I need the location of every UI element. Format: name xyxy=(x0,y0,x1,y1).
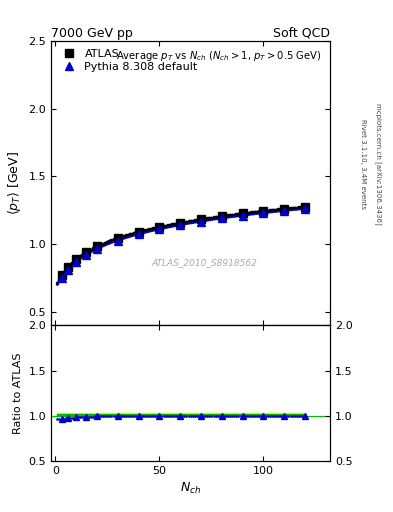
ATLAS xyxy=(178,220,183,226)
Text: Soft QCD: Soft QCD xyxy=(273,27,330,40)
ATLAS xyxy=(95,243,99,249)
ATLAS xyxy=(116,235,120,241)
X-axis label: $N_{ch}$: $N_{ch}$ xyxy=(180,481,201,496)
Pythia 8.308 default xyxy=(198,219,203,225)
Text: ATLAS_2010_S8918562: ATLAS_2010_S8918562 xyxy=(152,258,257,267)
ATLAS xyxy=(59,272,64,278)
ATLAS xyxy=(219,213,224,219)
Line: ATLAS: ATLAS xyxy=(58,203,309,279)
Text: 7000 GeV pp: 7000 GeV pp xyxy=(51,27,133,40)
Pythia 8.308 default xyxy=(282,208,286,214)
Pythia 8.308 default xyxy=(303,206,307,212)
Pythia 8.308 default xyxy=(240,212,245,219)
Line: Pythia 8.308 default: Pythia 8.308 default xyxy=(58,205,309,282)
Pythia 8.308 default xyxy=(157,226,162,232)
ATLAS xyxy=(198,216,203,222)
ATLAS xyxy=(303,204,307,210)
Pythia 8.308 default xyxy=(95,246,99,252)
Y-axis label: $\langle p_T \rangle$ [GeV]: $\langle p_T \rangle$ [GeV] xyxy=(6,151,23,215)
ATLAS xyxy=(65,264,70,270)
ATLAS xyxy=(261,208,266,214)
Pythia 8.308 default xyxy=(74,259,79,265)
ATLAS xyxy=(240,210,245,217)
Text: Average $p_T$ vs $N_{ch}$ ($N_{ch} > 1$, $p_T > 0.5$ GeV): Average $p_T$ vs $N_{ch}$ ($N_{ch} > 1$,… xyxy=(116,50,322,63)
Pythia 8.308 default xyxy=(65,267,70,273)
Pythia 8.308 default xyxy=(261,210,266,216)
ATLAS xyxy=(136,229,141,235)
ATLAS xyxy=(282,206,286,212)
Pythia 8.308 default xyxy=(59,274,64,281)
Text: mcplots.cern.ch [arXiv:1306.3436]: mcplots.cern.ch [arXiv:1306.3436] xyxy=(375,103,382,225)
Legend: ATLAS, Pythia 8.308 default: ATLAS, Pythia 8.308 default xyxy=(54,45,202,76)
ATLAS xyxy=(157,224,162,230)
ATLAS xyxy=(74,256,79,262)
ATLAS xyxy=(84,249,89,255)
Pythia 8.308 default xyxy=(219,216,224,222)
Text: Rivet 3.1.10, 3.4M events: Rivet 3.1.10, 3.4M events xyxy=(360,119,365,209)
Pythia 8.308 default xyxy=(84,252,89,258)
Y-axis label: Ratio to ATLAS: Ratio to ATLAS xyxy=(13,352,23,434)
Pythia 8.308 default xyxy=(116,238,120,244)
Pythia 8.308 default xyxy=(136,231,141,238)
Pythia 8.308 default xyxy=(178,222,183,228)
